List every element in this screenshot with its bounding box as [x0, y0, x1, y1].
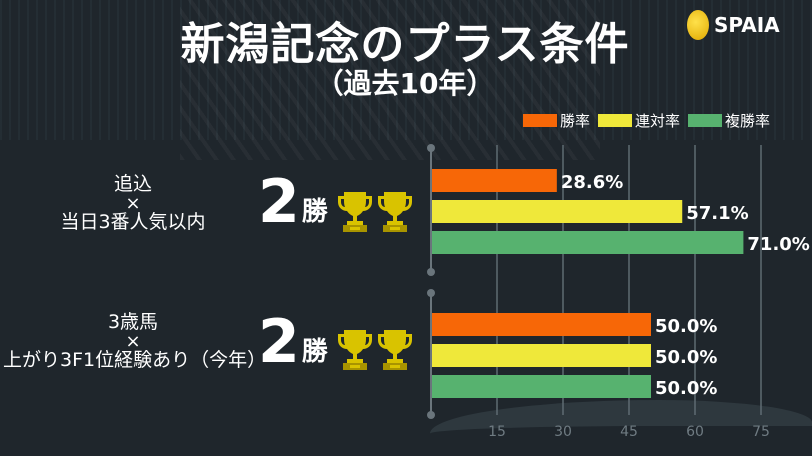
data-label: 71.0% [747, 234, 809, 255]
bar [432, 375, 651, 398]
x-tick-label: 60 [686, 424, 704, 440]
trophy-icon [336, 190, 374, 236]
x-tick-label: 15 [488, 424, 506, 440]
times-sign: × [125, 193, 141, 214]
legend-label: 複勝率 [725, 112, 771, 130]
bar [432, 231, 744, 254]
axis-dot [427, 268, 435, 276]
page-subtitle: （過去10年） [315, 67, 495, 100]
condition-2: 上がり3F1位経験あり（今年） [3, 349, 267, 371]
x-tick-label: 45 [620, 424, 638, 440]
background-diagonals [180, 0, 600, 160]
spaia-logo: SPAIA [687, 10, 780, 40]
group-2-wins: 2 勝 [258, 312, 328, 372]
bar [432, 344, 651, 367]
legend-label: 勝率 [560, 112, 591, 130]
data-label: 50.0% [655, 316, 717, 337]
group-2-label: 3歳馬 × 上がり3F1位経験あり（今年） [3, 311, 267, 371]
bar [432, 313, 651, 336]
page-title: 新潟記念のプラス条件 [180, 19, 630, 70]
condition-1: 3歳馬 [107, 311, 159, 333]
group-1-wins: 2 勝 [258, 172, 328, 232]
group-2-trophies [336, 328, 414, 374]
group-1-trophies [336, 190, 414, 236]
wins-count: 2 [258, 167, 300, 237]
trophy-icon [376, 328, 414, 374]
data-label: 50.0% [655, 378, 717, 399]
x-tick-label: 75 [752, 424, 770, 440]
x-tick-label: 30 [554, 424, 572, 440]
data-label: 57.1% [686, 203, 748, 224]
condition-1: 追込 [113, 173, 152, 195]
data-label: 50.0% [655, 347, 717, 368]
legend-item-top2: 連対率 [598, 110, 680, 131]
wins-count: 2 [258, 307, 300, 377]
logo-text: SPAIA [714, 13, 780, 37]
axis-dot [427, 289, 435, 297]
times-sign: × [125, 331, 141, 352]
axis-dot [427, 411, 435, 419]
wins-unit: 勝 [301, 197, 328, 227]
legend-swatch [688, 114, 723, 127]
condition-2: 当日3番人気以内 [60, 211, 206, 233]
legend-item-win: 勝率 [523, 110, 590, 131]
legend-item-top3: 複勝率 [688, 110, 770, 131]
background-pattern [0, 0, 812, 140]
data-label: 28.6% [561, 172, 623, 193]
bar [432, 200, 683, 223]
legend-swatch [523, 114, 557, 127]
wins-unit: 勝 [301, 337, 328, 367]
legend: 勝率 連対率 複勝率 [523, 110, 770, 131]
axis-dot [427, 144, 435, 152]
trophy-icon [336, 328, 374, 374]
bar [432, 169, 557, 192]
trophy-icon [376, 190, 414, 236]
legend-swatch [598, 114, 633, 127]
group-1-label: 追込 × 当日3番人気以内 [3, 174, 263, 233]
legend-label: 連対率 [635, 112, 681, 130]
logo-mark-icon [687, 10, 709, 40]
